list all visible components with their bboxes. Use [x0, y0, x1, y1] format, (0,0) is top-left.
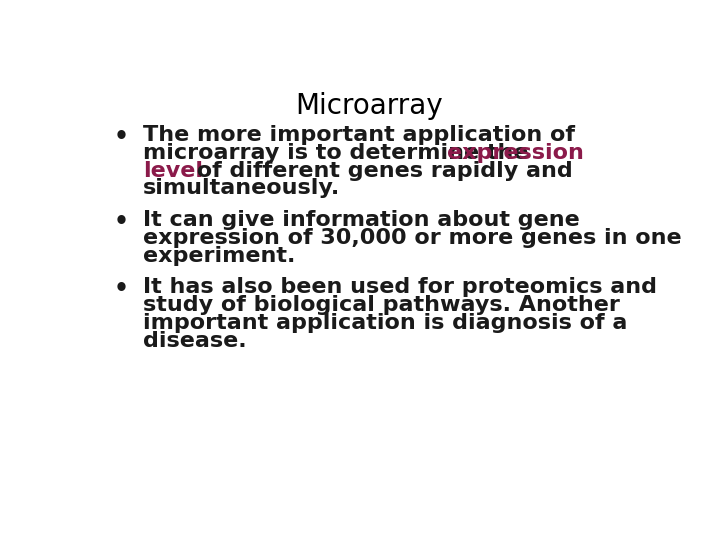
Text: The more important application of: The more important application of [143, 125, 575, 145]
Text: •: • [113, 210, 128, 234]
Text: level: level [143, 160, 203, 180]
Text: Microarray: Microarray [295, 92, 443, 120]
Text: •: • [113, 277, 128, 301]
Text: important application is diagnosis of a: important application is diagnosis of a [143, 313, 627, 333]
Text: experiment.: experiment. [143, 246, 295, 266]
Text: It can give information about gene: It can give information about gene [143, 210, 580, 230]
Text: of different genes rapidly and: of different genes rapidly and [189, 160, 573, 180]
Text: microarray is to determine the: microarray is to determine the [143, 143, 536, 163]
Text: It has also been used for proteomics and: It has also been used for proteomics and [143, 277, 657, 297]
Text: simultaneously.: simultaneously. [143, 178, 340, 199]
Text: disease.: disease. [143, 330, 246, 350]
Text: expression: expression [447, 143, 585, 163]
Text: study of biological pathways. Another: study of biological pathways. Another [143, 295, 620, 315]
Text: expression of 30,000 or more genes in one: expression of 30,000 or more genes in on… [143, 228, 681, 248]
Text: •: • [113, 125, 128, 149]
